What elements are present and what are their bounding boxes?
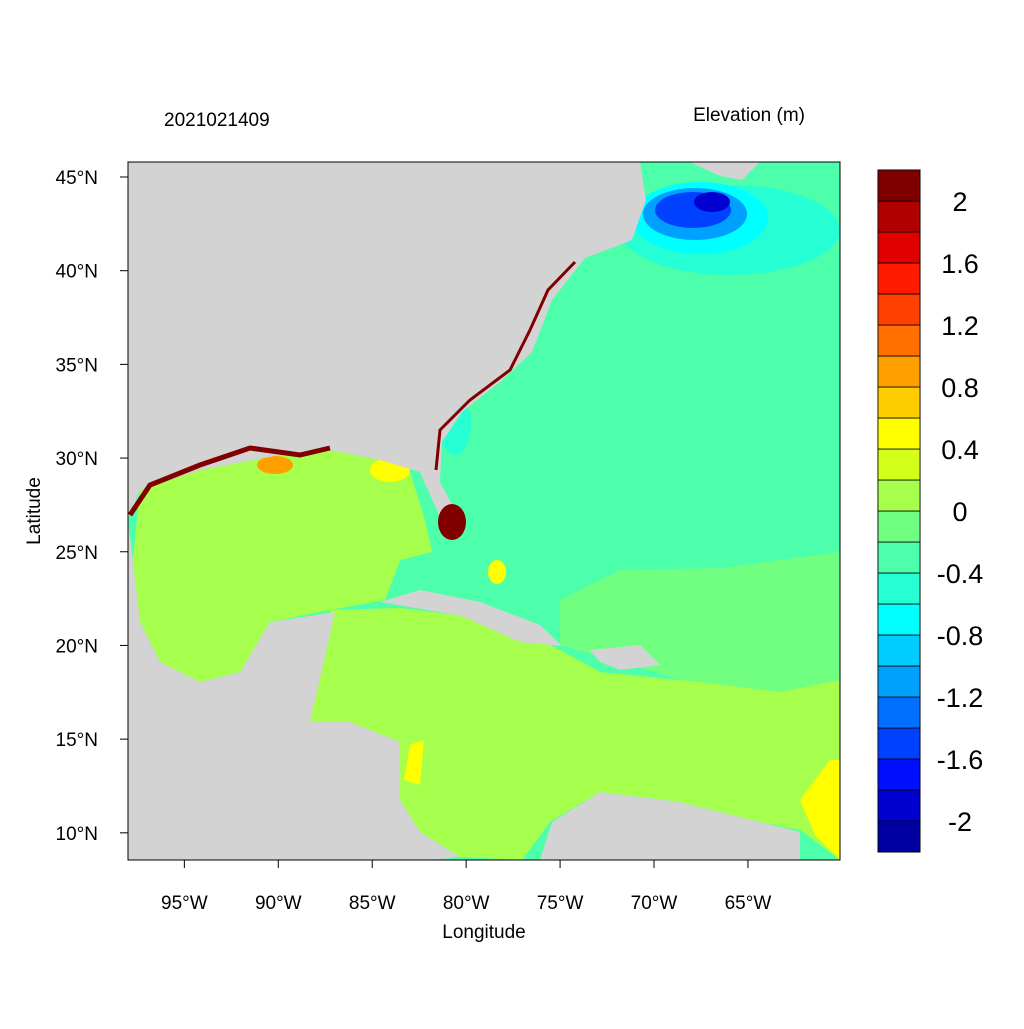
x-tick-label: 85°W <box>349 893 396 914</box>
colorbar-box <box>877 293 921 326</box>
colorbar-tick-label: 0 <box>952 497 967 527</box>
y-tick-label: 15°N <box>56 730 98 751</box>
colorbar-tick-label: -2 <box>948 807 972 837</box>
colorbar-box <box>877 541 921 574</box>
y-tick-label: 45°N <box>56 168 98 189</box>
colorbar-box <box>877 479 921 512</box>
colorbar-box <box>877 510 921 543</box>
colorbar-tick-label: 2 <box>952 187 967 217</box>
title-left: 2021021409 <box>164 110 270 131</box>
colorbar-tick-label: 1.6 <box>941 249 979 279</box>
colorbar-box <box>877 231 921 264</box>
colorbar-tick-label: -1.2 <box>937 683 984 713</box>
colorbar-box <box>877 789 921 822</box>
sea-field <box>800 760 840 860</box>
colorbar-tick-label: 0.8 <box>941 373 979 403</box>
y-tick-label: 20°N <box>56 636 98 657</box>
coast-flooding <box>434 260 577 471</box>
title-right: Elevation (m) <box>693 105 805 126</box>
land <box>690 162 760 180</box>
colorbar-box <box>877 324 921 357</box>
colorbar-box <box>877 448 921 481</box>
colorbar-box <box>877 262 921 295</box>
colorbar-box <box>877 758 921 791</box>
colorbar-box <box>877 727 921 760</box>
y-tick-label: 10°N <box>56 824 98 845</box>
y-tick-label: 35°N <box>56 355 98 376</box>
x-tick-label: 90°W <box>255 893 302 914</box>
colorbar-tick-label: -0.8 <box>937 621 984 651</box>
x-tick-label: 65°W <box>725 893 772 914</box>
x-tick-label: 80°W <box>443 893 490 914</box>
land <box>128 520 460 860</box>
y-tick-label: 30°N <box>56 449 98 470</box>
land <box>590 645 660 670</box>
sea-field <box>133 450 432 682</box>
colorbar-box <box>877 200 921 233</box>
sea-field <box>310 608 840 860</box>
y-tick-label: 40°N <box>56 262 98 283</box>
colorbar-box <box>877 169 921 202</box>
colorbar-tick-label: 1.2 <box>941 311 979 341</box>
colorbar-box <box>877 665 921 698</box>
coast-flooding <box>128 445 331 517</box>
plot-frame <box>127 161 841 861</box>
colorbar-box <box>877 572 921 605</box>
land <box>128 162 646 522</box>
map-field <box>128 162 840 860</box>
x-tick-label: 75°W <box>537 893 584 914</box>
sea-field <box>488 560 506 584</box>
sea-field <box>404 740 424 785</box>
colorbar-box <box>877 820 921 853</box>
y-tick-label: 25°N <box>56 543 98 564</box>
x-axis-label: Longitude <box>442 922 525 943</box>
colorbar-box <box>877 634 921 667</box>
colorbar-tick-label: -0.4 <box>937 559 984 589</box>
sea-field <box>694 192 730 212</box>
colorbar-tick-label: -1.6 <box>937 745 984 775</box>
colorbar-box <box>877 355 921 388</box>
x-tick-label: 95°W <box>161 893 208 914</box>
x-tick-label: 70°W <box>631 893 678 914</box>
land <box>380 590 562 646</box>
sea-field <box>438 504 466 540</box>
colorbar-box <box>877 417 921 450</box>
colorbar-box <box>877 386 921 419</box>
colorbar-box <box>877 603 921 636</box>
y-axis-label: Latitude <box>24 477 45 545</box>
land <box>540 792 800 860</box>
colorbar-tick-label: 0.4 <box>941 435 979 465</box>
sea-field <box>257 456 293 474</box>
colorbar-box <box>877 696 921 729</box>
